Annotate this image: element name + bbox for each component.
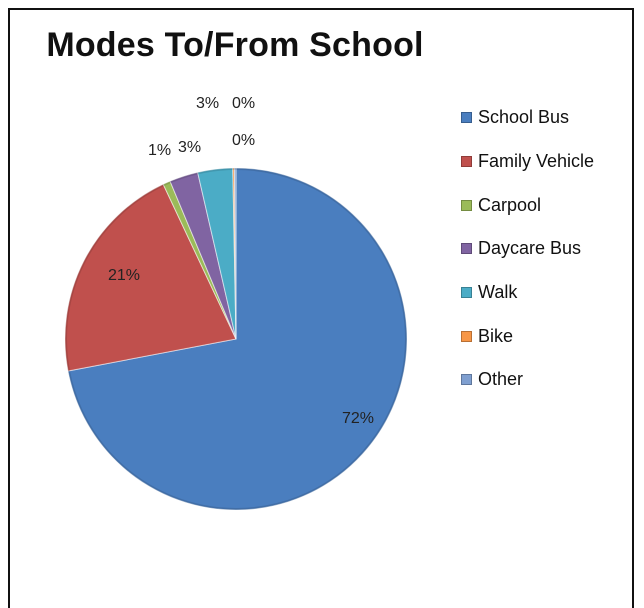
pie-slice-school-bus: [67, 167, 408, 511]
pie-slice-other: [233, 167, 237, 340]
legend-label: Family Vehicle: [478, 151, 595, 172]
pie-outline: [65, 168, 407, 510]
data-label-school-bus: 72%: [342, 410, 374, 427]
legend-label: Bike: [478, 325, 514, 346]
legend-swatch: [461, 330, 472, 342]
pie-chart: 72% 21% 1% 3% 3% 0% 0%: [64, 95, 408, 511]
legend-item-bike: Bike: [461, 314, 594, 358]
pie-slice-family-vehicle: [64, 183, 237, 372]
legend-swatch: [461, 112, 472, 124]
legend-swatch: [461, 243, 472, 255]
data-label-daycare-bus: 3%: [178, 139, 201, 156]
legend-item-school-bus: School Bus: [461, 96, 594, 140]
data-label-walk: 3%: [196, 95, 219, 112]
legend-label: Carpool: [478, 194, 542, 215]
data-label-family-vehicle: 21%: [108, 267, 140, 284]
chart-legend: School Bus Family Vehicle Carpool Daycare B…: [461, 96, 594, 402]
legend-swatch: [461, 374, 472, 386]
legend-swatch: [461, 156, 472, 168]
legend-label: Daycare Bus: [478, 238, 582, 259]
legend-swatch: [461, 287, 472, 299]
legend-item-walk: Walk: [461, 271, 594, 315]
legend-label: School Bus: [478, 107, 570, 128]
legend-label: Walk: [478, 282, 518, 303]
legend-label: Other: [478, 369, 524, 390]
legend-item-daycare-bus: Daycare Bus: [461, 227, 594, 271]
legend-item-other: Other: [461, 358, 594, 402]
legend-item-carpool: Carpool: [461, 183, 594, 227]
legend-swatch: [461, 199, 472, 211]
chart-title: Modes To/From School: [46, 26, 424, 64]
data-label-other: 0%: [232, 95, 255, 112]
data-label-bike: 0%: [232, 132, 255, 149]
legend-item-family-vehicle: Family Vehicle: [461, 140, 594, 184]
data-label-carpool: 1%: [148, 142, 171, 159]
